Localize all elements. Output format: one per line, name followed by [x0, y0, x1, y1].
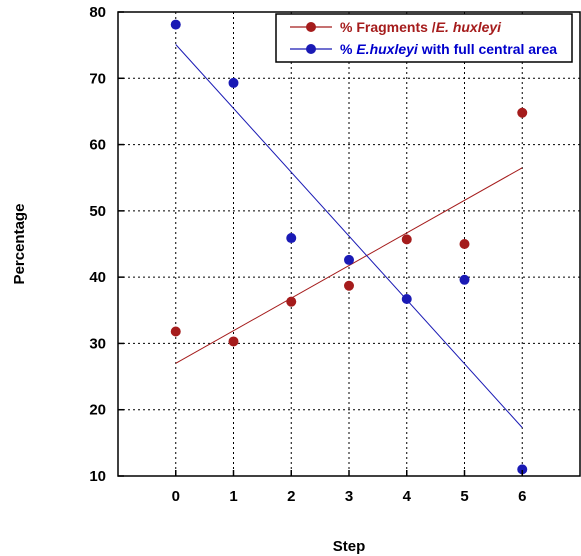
data-point-series-1	[228, 336, 239, 347]
data-point-series-2	[228, 77, 239, 88]
data-point-series-1	[401, 234, 412, 245]
data-point-series-1	[170, 326, 181, 337]
y-tick-label: 70	[89, 70, 106, 87]
data-point-series-2	[286, 233, 297, 244]
legend-marker-series-2	[306, 44, 316, 54]
x-tick-label: 3	[345, 488, 353, 505]
data-points	[170, 19, 528, 475]
data-point-series-2	[401, 294, 412, 305]
data-point-series-2	[344, 254, 354, 265]
y-tick-label: 40	[89, 269, 106, 286]
trendlines	[175, 44, 523, 428]
y-tick-label: 30	[89, 335, 106, 352]
x-tick-label: 2	[287, 488, 295, 505]
y-tick-label: 60	[89, 137, 106, 154]
grid	[118, 12, 580, 476]
trendline-series-2	[175, 44, 523, 428]
legend-label-series-2: % E.huxleyi with full central area	[340, 41, 557, 57]
trendline-series-1	[175, 167, 523, 364]
y-tick-label: 20	[89, 402, 106, 419]
legend-label-series-1: % Fragments /E. huxleyi	[340, 19, 502, 35]
y-tick-label: 10	[89, 468, 106, 485]
y-axis-title: Percentage	[11, 204, 28, 285]
x-tick-label: 6	[518, 488, 526, 505]
data-point-series-1	[344, 280, 354, 291]
data-point-series-1	[459, 239, 470, 249]
data-point-series-1	[286, 296, 297, 307]
y-tick-label: 50	[89, 203, 106, 220]
legend: % Fragments /E. huxleyi % E.huxleyi with …	[275, 13, 573, 63]
data-point-series-2	[170, 19, 181, 30]
x-axis-title: Step	[333, 538, 366, 555]
legend-box	[275, 13, 573, 63]
data-point-series-1	[517, 107, 528, 118]
legend-marker-series-1	[306, 22, 316, 32]
data-point-series-2	[517, 464, 528, 475]
x-tick-label: 4	[403, 488, 412, 505]
data-point-series-2	[459, 274, 470, 285]
x-tick-label: 1	[229, 488, 237, 505]
y-tick-labels: 10 20 30 40 50 60 70 80	[89, 4, 124, 485]
x-tick-labels: 0 1 2 3 4 5 6	[172, 470, 526, 505]
x-tick-label: 0	[172, 488, 180, 505]
x-tick-label: 5	[460, 488, 468, 505]
y-tick-label: 80	[89, 4, 106, 21]
